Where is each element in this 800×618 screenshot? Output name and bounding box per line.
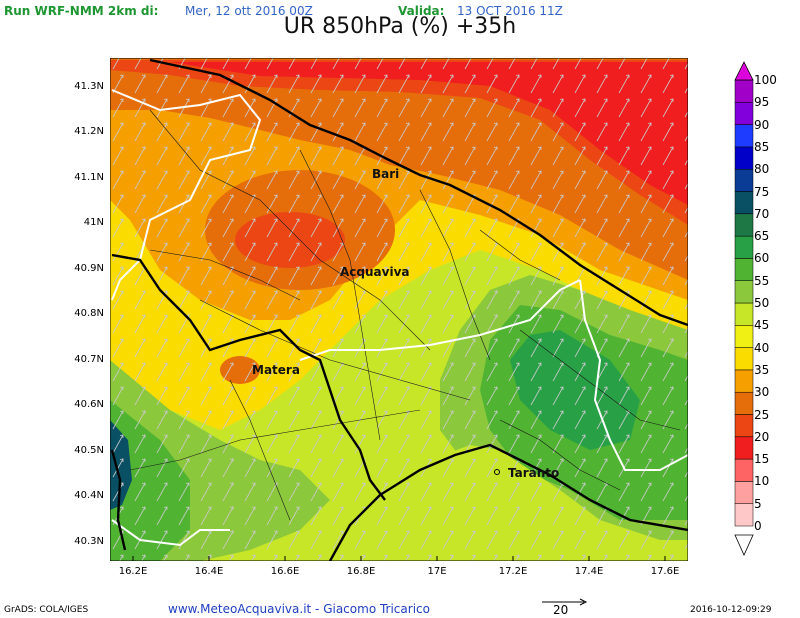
legend-swatch: [734, 124, 754, 148]
wind-vectors: [110, 58, 688, 561]
municipal-borders: [129, 109, 681, 521]
legend-swatch: [734, 391, 754, 415]
legend-swatch: [734, 481, 754, 504]
legend-swatch: [734, 146, 754, 170]
lat-label: 40.9N: [74, 263, 104, 274]
valid-date: 13 OCT 2016 11Z: [457, 4, 563, 18]
legend-label: 85: [754, 139, 770, 154]
site-credit: www.MeteoAcquaviva.it - Giacomo Tricaric…: [168, 602, 430, 616]
legend-swatch: [734, 325, 754, 348]
legend-label: 25: [754, 407, 770, 422]
lat-label: 40.5N: [74, 445, 104, 456]
legend-label: 90: [754, 117, 770, 132]
lon-label: 16.6E: [270, 566, 300, 577]
legend-swatch: [734, 302, 754, 326]
legend-swatch: [734, 79, 754, 103]
city-matera-label: Matera: [252, 363, 300, 377]
vector-reference-arrow: [542, 598, 588, 606]
taranto-marker: [494, 469, 500, 475]
lon-label: 16.4E: [194, 566, 224, 577]
legend-swatch: [734, 102, 754, 125]
timestamp: 2016-10-12-09:29: [690, 605, 772, 615]
lon-label: 16.8E: [346, 566, 376, 577]
legend-swatch: [734, 191, 754, 215]
lon-label: 17.2E: [498, 566, 528, 577]
legend-label: 45: [754, 318, 770, 333]
lon-label: 17.6E: [650, 566, 680, 577]
legend-label: 20: [754, 429, 770, 444]
ticks: [132, 556, 666, 561]
lon-label: 17.4E: [574, 566, 604, 577]
legend-label: 75: [754, 184, 770, 199]
coastline: [110, 58, 688, 561]
valid-label: Valida:: [398, 4, 445, 18]
vector-reference-value: 20: [553, 603, 569, 617]
legend-label: 60: [754, 251, 770, 266]
legend-swatch: [734, 168, 754, 192]
legend-label: 30: [754, 385, 770, 400]
legend-swatch: [734, 280, 754, 304]
lat-label: 41N: [83, 217, 104, 228]
lat-label: 40.8N: [74, 308, 104, 319]
legend-label: 40: [754, 340, 770, 355]
legend-swatch: [734, 213, 754, 237]
lon-label: 17E: [427, 566, 447, 577]
legend-swatch: [734, 347, 754, 371]
legend-label: 0: [754, 519, 762, 533]
legend-top-arrow: [734, 61, 754, 81]
city-acquaviva-label: Acquaviva: [340, 265, 410, 279]
city-taranto-label: Taranto: [508, 466, 559, 480]
legend-label: 70: [754, 206, 770, 221]
lat-label: 40.3N: [74, 536, 104, 547]
legend-swatch: [734, 436, 754, 460]
lon-label: 16.2E: [118, 566, 148, 577]
legend-label: 55: [754, 273, 770, 288]
legend-label: 65: [754, 229, 770, 244]
legend-swatch: [734, 258, 754, 281]
run-label: Run WRF-NMM 2km di:: [4, 4, 159, 18]
legend-swatch: [734, 414, 754, 438]
legend-label: 5: [754, 496, 762, 511]
lat-label: 40.6N: [74, 399, 104, 410]
lat-label: 41.1N: [74, 172, 104, 183]
lat-label: 41.2N: [74, 126, 104, 137]
legend-label: 10: [754, 474, 770, 489]
legend-swatch: [734, 369, 754, 393]
grads-credit: GrADS: COLA/IGES: [4, 605, 89, 615]
legend-swatch: [734, 458, 754, 482]
lat-label: 40.4N: [74, 490, 104, 501]
legend-label: 100: [754, 73, 777, 87]
legend-label: 80: [754, 162, 770, 177]
legend-label: 50: [754, 296, 770, 310]
city-bari-label: Bari: [372, 167, 399, 181]
map-title: UR 850hPa (%) +35h: [283, 14, 517, 39]
legend-swatch: [734, 503, 754, 527]
regional-borders: [111, 89, 688, 547]
legend-swatch: [734, 235, 754, 259]
lat-label: 40.7N: [74, 354, 104, 365]
legend-bottom-arrow: [734, 534, 754, 556]
legend-label: 35: [754, 362, 770, 377]
legend-label: 15: [754, 452, 770, 467]
legend-label: 95: [754, 95, 770, 110]
run-date: Mer, 12 ott 2016 00Z: [185, 4, 313, 18]
color-legend: [734, 61, 754, 556]
map-panel: Bari Acquaviva Matera Taranto: [110, 58, 688, 561]
lat-label: 41.3N: [74, 81, 104, 92]
